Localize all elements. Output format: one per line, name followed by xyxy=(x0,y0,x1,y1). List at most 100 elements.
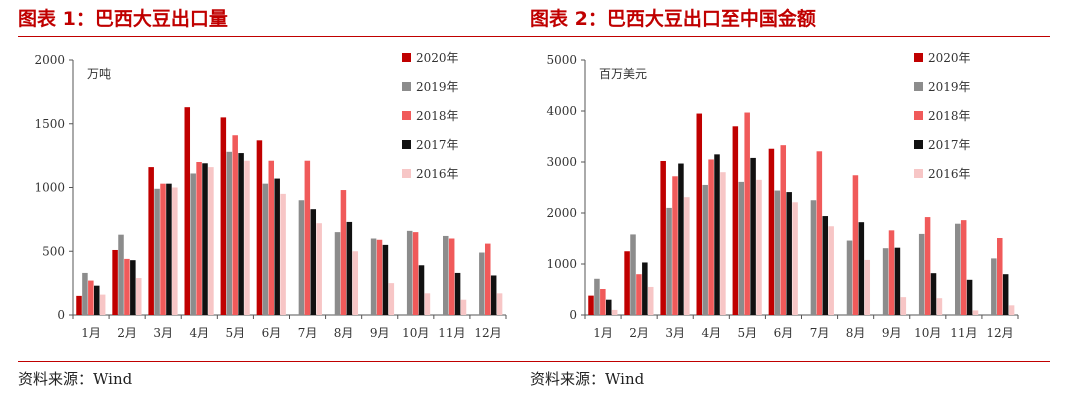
bar-2019年-3月 xyxy=(154,188,160,315)
bar-2019年-4月 xyxy=(702,184,708,315)
bar-2016年-12月 xyxy=(1008,305,1015,315)
bar-2018年-8月 xyxy=(852,175,859,315)
bar-2016年-9月 xyxy=(900,297,907,315)
bar-2017年-5月 xyxy=(238,153,244,315)
legend-label: 2019年 xyxy=(416,80,459,94)
bar-2019年-7月 xyxy=(810,200,817,315)
x-tick-label: 1月 xyxy=(81,326,101,340)
bar-2016年-9月 xyxy=(388,283,395,316)
bar-2019年-11月 xyxy=(955,223,961,315)
bar-2016年-8月 xyxy=(352,251,359,315)
bar-2018年-8月 xyxy=(340,190,347,315)
bar-2020年-5月 xyxy=(732,126,739,315)
bar-2018年-10月 xyxy=(412,232,419,316)
y-tick-label: 0 xyxy=(569,308,577,322)
bar-2019年-7月 xyxy=(298,200,305,315)
bar-2017年-8月 xyxy=(346,221,353,315)
bar-2020年-4月 xyxy=(696,113,703,315)
bar-2016年-6月 xyxy=(280,193,286,316)
bar-2020年-1月 xyxy=(76,295,82,316)
x-tick-label: 6月 xyxy=(262,326,282,340)
x-tick-label: 12月 xyxy=(986,326,1013,340)
unit-label: 万吨 xyxy=(87,67,111,81)
bar-2019年-2月 xyxy=(118,234,124,315)
legend-swatch-2019年 xyxy=(914,82,923,91)
x-tick-label: 7月 xyxy=(810,326,830,340)
bar-2017年-9月 xyxy=(894,247,901,315)
y-tick-label: 2000 xyxy=(546,206,577,220)
bar-2016年-12月 xyxy=(496,293,503,315)
bar-2018年-7月 xyxy=(304,160,311,315)
y-tick-label: 3000 xyxy=(546,155,577,169)
bar-2019年-9月 xyxy=(882,248,889,315)
source-note: 资料来源：Wind xyxy=(18,370,133,388)
panel-title: 图表 2：巴西大豆出口至中国金额 xyxy=(530,8,816,30)
x-tick-label: 2月 xyxy=(117,326,137,340)
legend-swatch-2017年 xyxy=(914,140,923,149)
y-tick-label: 1000 xyxy=(34,181,65,195)
bar-2018年-12月 xyxy=(485,243,491,315)
bar-2017年-3月 xyxy=(166,183,172,315)
y-tick-label: 1000 xyxy=(546,257,577,271)
bar-2016年-11月 xyxy=(460,299,467,315)
y-tick-label: 5000 xyxy=(546,53,577,67)
bar-2016年-10月 xyxy=(424,293,431,315)
bar-2020年-2月 xyxy=(624,251,630,315)
y-tick-label: 1500 xyxy=(34,117,65,131)
x-tick-label: 5月 xyxy=(738,326,758,340)
x-tick-label: 2月 xyxy=(629,326,649,340)
bar-2018年-6月 xyxy=(780,145,787,315)
bar-2019年-11月 xyxy=(443,235,449,315)
bar-2019年-8月 xyxy=(334,232,341,316)
bar-2017年-7月 xyxy=(822,216,829,315)
bar-2019年-3月 xyxy=(666,207,672,315)
legend-label: 2017年 xyxy=(416,138,459,152)
bar-2019年-2月 xyxy=(630,234,636,315)
legend-swatch-2017年 xyxy=(402,140,411,149)
bar-2018年-1月 xyxy=(88,280,94,315)
bar-2019年-9月 xyxy=(370,238,377,315)
bar-2019年-10月 xyxy=(918,233,925,315)
source-note: 资料来源：Wind xyxy=(530,370,645,388)
legend-label: 2020年 xyxy=(416,51,459,65)
legend-label: 2017年 xyxy=(928,138,971,152)
bar-2020年-5月 xyxy=(220,117,227,316)
bar-2017年-10月 xyxy=(418,265,425,315)
y-tick-label: 500 xyxy=(42,244,65,258)
bar-2018年-7月 xyxy=(816,151,823,315)
bar-2019年-1月 xyxy=(82,272,88,315)
bar-2019年-6月 xyxy=(774,190,781,315)
bar-2017年-12月 xyxy=(1002,274,1009,315)
x-tick-label: 7月 xyxy=(298,326,318,340)
x-tick-label: 11月 xyxy=(438,326,465,340)
x-tick-label: 3月 xyxy=(665,326,685,340)
legend-label: 2016年 xyxy=(928,167,971,181)
bar-2016年-7月 xyxy=(828,226,834,315)
bar-2018年-4月 xyxy=(196,162,202,315)
bar-2018年-5月 xyxy=(744,112,750,315)
y-tick-label: 4000 xyxy=(546,104,577,118)
bar-2017年-2月 xyxy=(130,260,136,315)
bar-2017年-6月 xyxy=(786,192,792,315)
x-tick-label: 6月 xyxy=(774,326,794,340)
bar-2018年-6月 xyxy=(268,160,275,315)
bar-2019年-10月 xyxy=(406,230,413,315)
bar-2016年-3月 xyxy=(684,197,690,315)
bar-2020年-4月 xyxy=(184,107,191,316)
bar-2017年-9月 xyxy=(382,244,389,316)
legend-label: 2020年 xyxy=(928,51,971,65)
bar-2018年-11月 xyxy=(960,220,967,315)
bar-2016年-10月 xyxy=(936,298,943,315)
bar-2019年-12月 xyxy=(479,252,485,315)
title-divider xyxy=(18,36,538,37)
bar-2019年-1月 xyxy=(594,278,600,315)
bar-2020年-2月 xyxy=(112,249,118,315)
bar-2019年-6月 xyxy=(262,183,269,315)
legend-swatch-2016年 xyxy=(914,169,923,178)
bar-2016年-4月 xyxy=(720,172,726,315)
legend-swatch-2016年 xyxy=(402,169,411,178)
bar-2019年-8月 xyxy=(846,240,853,315)
legend-swatch-2020年 xyxy=(402,53,411,62)
bar-2018年-9月 xyxy=(376,239,383,315)
bar-chart-export-volume: 0 500 1000 1500 2000 万吨 1月 2月 3月 4月 5月 6月 7月 8月 9月 10月 1… xyxy=(34,51,507,340)
